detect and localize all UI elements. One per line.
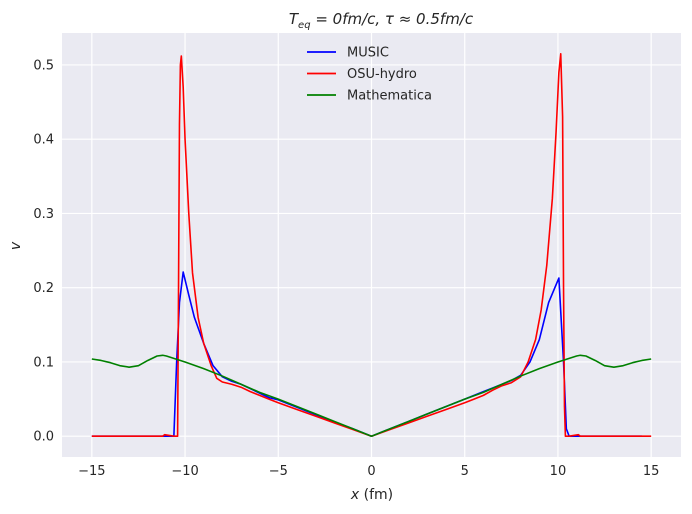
y-tick-label: 0.5: [33, 58, 54, 73]
y-tick-label: 0.4: [33, 133, 54, 148]
x-axis-label: x (fm): [350, 487, 393, 503]
y-tick-label: 0.1: [33, 355, 54, 370]
y-tick-label: 0.3: [33, 207, 54, 222]
y-axis-ticks: 0.0 0.1 0.2 0.3 0.4 0.5: [33, 58, 54, 444]
chart-title: Teq = 0fm/c, τ ≈ 0.5fm/c: [289, 10, 474, 31]
x-tick-label: 0: [367, 464, 375, 479]
series-line-mathematica: [91, 354, 652, 438]
x-tick-label: 15: [643, 464, 660, 479]
x-tick-label: −15: [78, 464, 105, 479]
series-lines: [91, 52, 652, 438]
x-tick-label: 10: [550, 464, 567, 479]
y-tick-label: 0.2: [33, 281, 54, 296]
y-axis-label: v: [8, 241, 24, 250]
x-tick-label: −5: [269, 464, 288, 479]
x-tick-label: −10: [171, 464, 198, 479]
legend-label: Mathematica: [347, 89, 432, 104]
x-axis-ticks: −15 −10 −5 0 5 10 15: [78, 464, 659, 479]
legend: MUSIC OSU-hydro Mathematica: [307, 46, 432, 104]
legend-label: OSU-hydro: [347, 67, 417, 82]
legend-label: MUSIC: [347, 46, 389, 61]
x-tick-label: 5: [461, 464, 469, 479]
y-tick-label: 0.0: [33, 430, 54, 445]
